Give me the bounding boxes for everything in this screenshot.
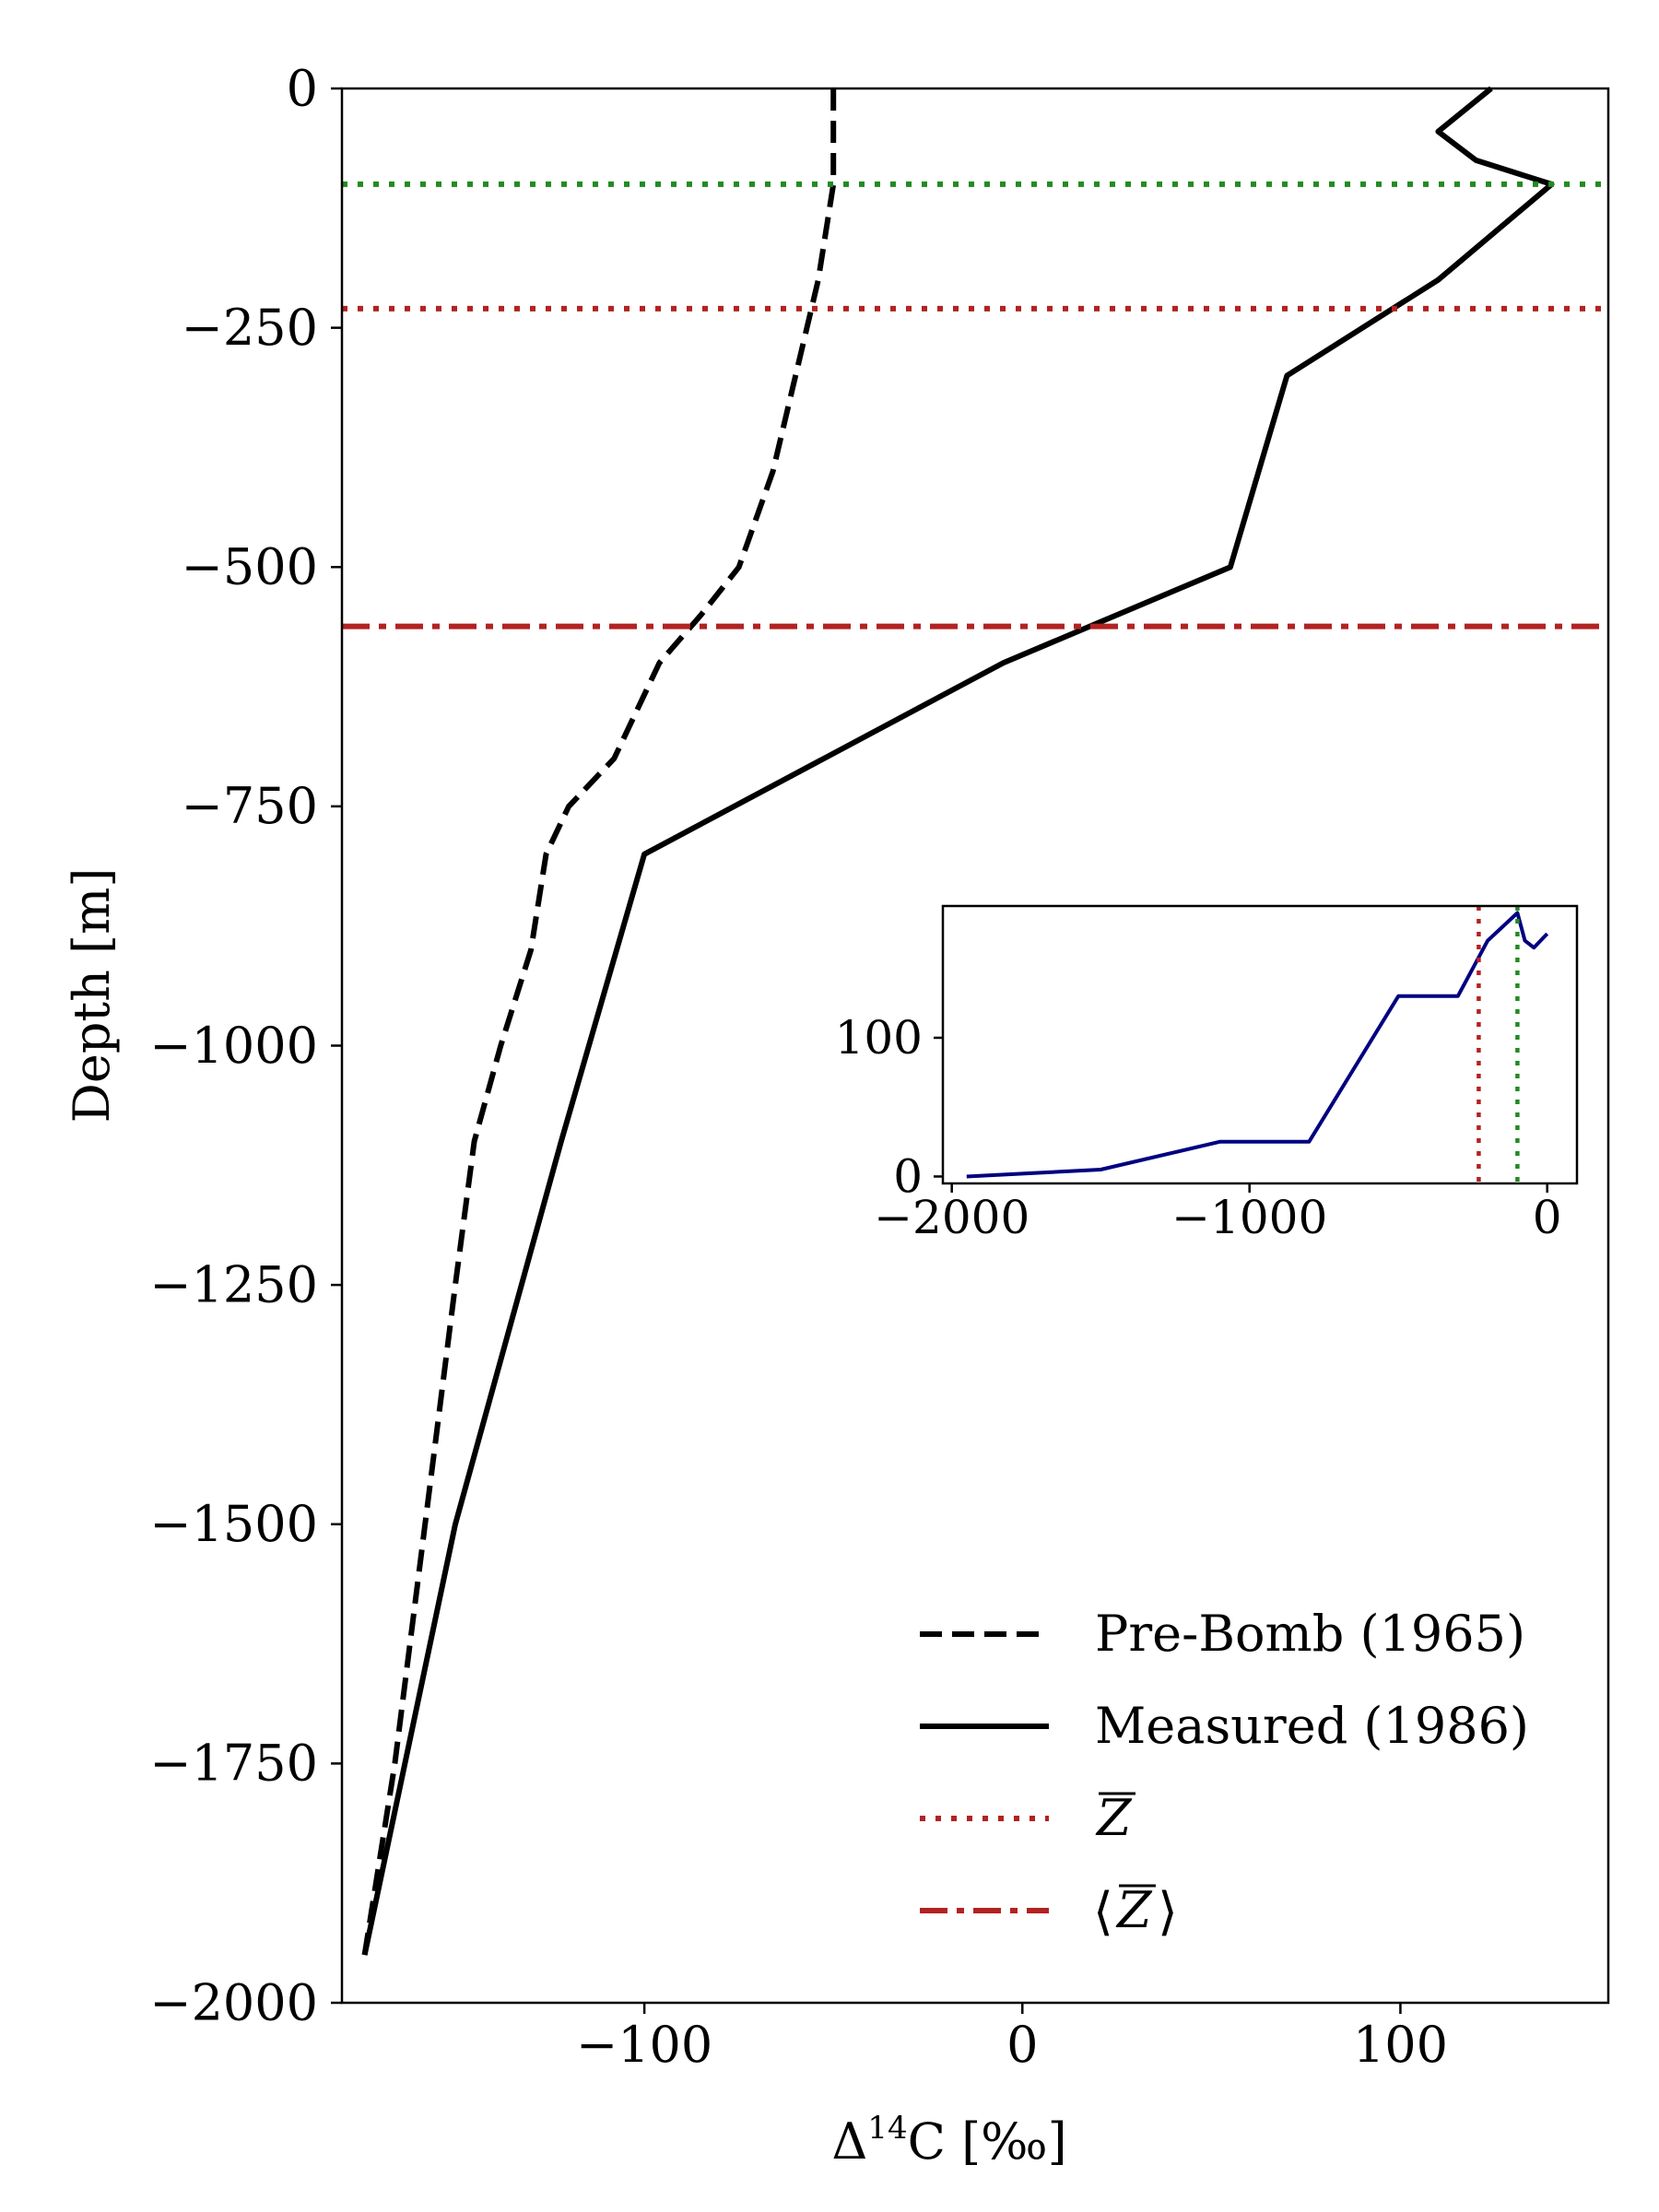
main-y-tick-label-3: −750 xyxy=(182,777,318,835)
main-x-ticks: −100 0 100 xyxy=(576,2003,1448,2074)
legend-label-prebomb: Pre-Bomb (1965) xyxy=(1095,1605,1525,1663)
main-y-tick-label-2: −500 xyxy=(182,538,318,596)
main-y-tick-label-0: 0 xyxy=(287,59,318,117)
legend-bracket-right: ⟩ xyxy=(1158,1882,1178,1942)
inset-y-tick-label-0: 0 xyxy=(893,1149,923,1203)
main-series-layer xyxy=(361,86,1555,1956)
legend-bracket-left: ⟨ xyxy=(1093,1882,1113,1942)
inset-x-tick-label-2: 0 xyxy=(1533,1191,1562,1244)
main-y-tick-label-5: −1250 xyxy=(149,1255,318,1313)
legend-label-zbar-mean: Z xyxy=(1115,1881,1153,1939)
inset-plot-frame xyxy=(941,904,1579,1185)
inset-series-0 xyxy=(966,911,1549,1179)
x-axis-label-rest: C [‰] xyxy=(908,2112,1067,2171)
main-y-tick-label-8: −2000 xyxy=(149,1973,318,2031)
y-axis-label: Depth [m] xyxy=(63,868,121,1124)
main-x-tick-label-2: 100 xyxy=(1353,2016,1448,2074)
main-y-ticks: 0 −250 −500 −750 −1000 −1250 −1500 −1750 −2000 xyxy=(149,59,342,2031)
main-plot: −100 0 100 0−250−500−750−1000−1250−1500−17… xyxy=(63,59,1610,2171)
main-y-tick-label-7: −1750 xyxy=(149,1735,318,1793)
inset-plot: −2000 −1000 0 0 100 xyxy=(835,904,1581,1244)
legend-label-zbar: Z xyxy=(1095,1789,1133,1847)
inset-y-ticks: 0 100 xyxy=(835,1011,943,1203)
x-axis-label-base: Δ xyxy=(831,2112,867,2171)
inset-x-tick-label-0: −2000 xyxy=(874,1191,1030,1244)
inset-y-tick-label-1: 100 xyxy=(835,1011,923,1065)
x-axis-label-sup: 14 xyxy=(867,2110,907,2147)
main-y-tick-label-4: −1000 xyxy=(149,1017,318,1075)
main-x-tick-label-1: 0 xyxy=(1006,2016,1038,2074)
main-y-tick-label-1: −250 xyxy=(182,299,318,357)
inset-x-ticks: −2000 −1000 0 xyxy=(874,1183,1562,1244)
main-reference-lines xyxy=(342,181,1608,629)
legend: Pre-Bomb (1965) Measured (1986) Z ⟨ Z ⟩ xyxy=(920,1605,1529,1942)
main-series-1 xyxy=(361,86,1555,1956)
x-axis-label: Δ14C [‰] xyxy=(831,2110,1066,2171)
main-x-tick-label-0: −100 xyxy=(576,2016,712,2074)
inset-x-tick-label-1: −1000 xyxy=(1171,1191,1327,1244)
inset-series-layer xyxy=(966,911,1549,1179)
legend-label-measured: Measured (1986) xyxy=(1095,1697,1529,1755)
main-y-tick-label-6: −1500 xyxy=(149,1495,318,1553)
